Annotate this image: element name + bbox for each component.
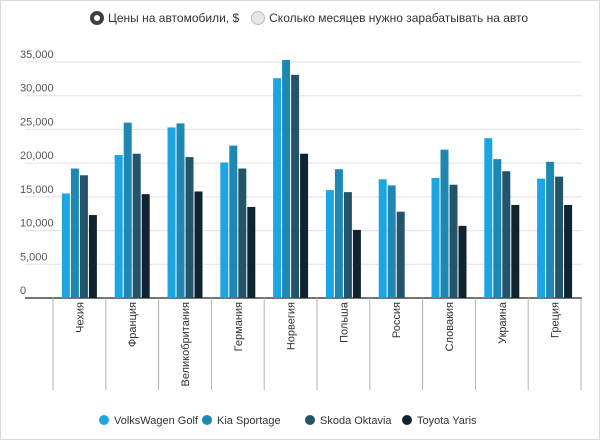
bar — [123, 122, 132, 298]
legend-marker — [305, 415, 315, 425]
bar — [185, 157, 194, 298]
bar — [79, 175, 88, 298]
bar — [537, 178, 546, 298]
legend-marker — [402, 415, 412, 425]
bar — [546, 161, 555, 298]
bar — [325, 190, 334, 298]
bar — [220, 162, 229, 298]
bar — [282, 59, 291, 298]
bar — [132, 153, 141, 298]
radio-label-months: Сколько месяцев нужно зарабатывать на ав… — [269, 11, 529, 25]
bar — [564, 204, 573, 298]
y-tick-label: 25,000 — [20, 116, 54, 128]
bar — [229, 145, 238, 298]
x-tick-label: Германия — [233, 302, 245, 351]
bar — [114, 155, 123, 298]
x-tick-label: Чехия — [74, 302, 86, 333]
bar — [352, 229, 361, 298]
bar — [141, 194, 150, 298]
bar — [458, 225, 467, 298]
bar — [291, 74, 300, 298]
y-tick-label: 30,000 — [20, 83, 54, 95]
bar — [431, 177, 440, 298]
bar — [440, 149, 449, 298]
bar — [387, 185, 396, 298]
radio-option-months[interactable]: Сколько месяцев нужно зарабатывать на ав… — [251, 11, 528, 25]
radio-selected-icon — [90, 11, 104, 25]
x-tick-label: Словакия — [444, 302, 456, 351]
bar — [273, 78, 282, 298]
legend-label: Kia Sportage — [217, 415, 281, 427]
y-tick-label: 20,000 — [20, 150, 54, 162]
legend-label: Toyota Yaris — [417, 415, 477, 427]
radio-option-prices[interactable]: Цены на автомобили, $ — [90, 11, 239, 25]
bar — [378, 179, 387, 298]
bar — [334, 169, 343, 298]
legend-marker — [99, 415, 109, 425]
radio-unselected-icon — [251, 11, 266, 25]
y-tick-label: 15,000 — [20, 184, 54, 196]
bar — [70, 168, 79, 298]
metric-toggle: Цены на автомобили, $ Сколько месяцев ну… — [90, 8, 534, 28]
legend-label: VolksWagen Golf — [114, 415, 199, 427]
x-tick-label: Норвегия — [286, 302, 298, 350]
y-tick-label: 0 — [20, 285, 26, 297]
legend-marker — [202, 415, 212, 425]
bar — [167, 127, 176, 298]
bar — [61, 193, 70, 298]
bar — [300, 153, 309, 298]
y-tick-label: 35,000 — [20, 49, 54, 61]
x-tick-label: Греция — [550, 302, 562, 338]
bar — [555, 176, 564, 298]
bar — [247, 206, 256, 298]
bar — [493, 159, 502, 298]
bar — [449, 184, 458, 298]
bar — [484, 138, 493, 298]
bar — [176, 123, 185, 298]
x-tick-label: Украина — [497, 301, 509, 344]
bar — [343, 192, 352, 298]
bar — [502, 171, 511, 298]
radio-label-prices: Цены на автомобили, $ — [108, 11, 240, 25]
bar — [88, 215, 97, 298]
bar — [511, 204, 520, 298]
legend-label: Skoda Oktavia — [320, 415, 392, 427]
bar — [396, 211, 405, 298]
x-tick-label: Великобритания — [180, 302, 192, 387]
x-tick-label: Польша — [338, 301, 350, 343]
bar — [238, 168, 247, 298]
x-tick-label: Россия — [391, 302, 403, 338]
x-tick-label: Франция — [127, 302, 139, 347]
bar — [194, 191, 203, 298]
y-tick-label: 5,000 — [20, 251, 48, 263]
y-tick-label: 10,000 — [20, 218, 54, 230]
